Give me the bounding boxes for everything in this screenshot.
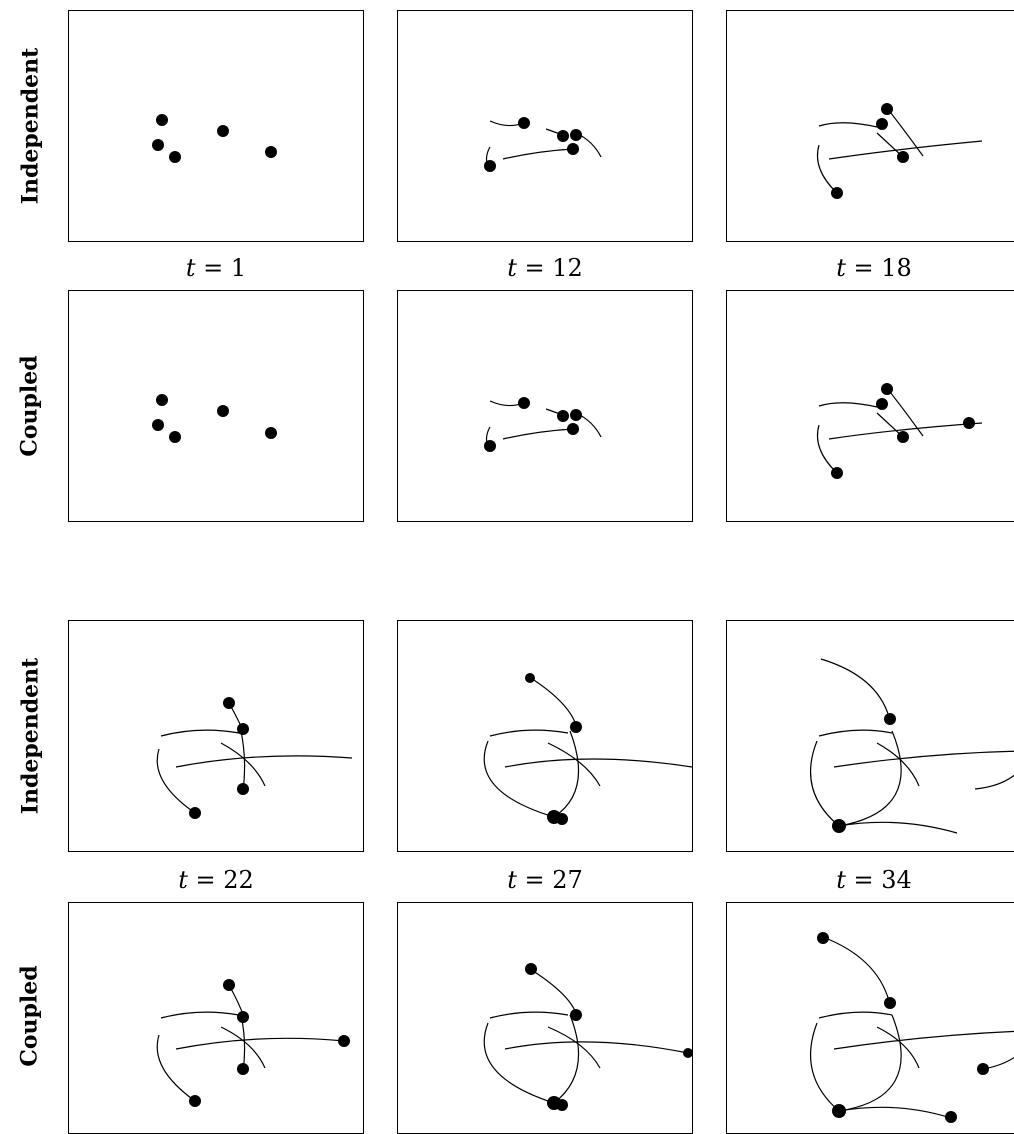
- panel-coupled-t18: [726, 290, 1014, 522]
- time-label-t34: t = 34: [836, 866, 912, 894]
- panel-independent-t1: [68, 10, 364, 242]
- time-label-t12: t = 12: [507, 254, 583, 282]
- tracking-frame: [484, 397, 602, 452]
- tracking-frame: [484, 117, 602, 172]
- panel-coupled-t27: [397, 902, 693, 1134]
- row-label-coupled-bottom: Coupled: [17, 965, 43, 1067]
- panel-independent-t18: [726, 10, 1014, 242]
- panel-independent-t27: [397, 620, 693, 852]
- tracking-frame: [816, 383, 983, 479]
- panel-coupled-t22: [68, 902, 364, 1134]
- time-label-t22: t = 22: [178, 866, 254, 894]
- tracking-frame: [816, 103, 983, 199]
- tracking-frame: [152, 394, 277, 443]
- tracking-frame: [483, 673, 692, 825]
- tracking-frame: [483, 963, 692, 1111]
- row-label-independent-top: Independent: [17, 47, 44, 205]
- row-label-independent-bottom: Independent: [17, 657, 44, 815]
- row-label-coupled-top: Coupled: [17, 355, 43, 457]
- panel-independent-t22: [68, 620, 364, 852]
- panel-independent-t12: [397, 10, 693, 242]
- tracking-frame: [156, 697, 353, 819]
- time-label-t1: t = 1: [185, 254, 247, 282]
- tracking-frame: [810, 658, 1014, 834]
- time-label-t27: t = 27: [507, 866, 583, 894]
- time-label-t18: t = 18: [836, 254, 912, 282]
- panel-coupled-t12: [397, 290, 693, 522]
- tracking-frame: [810, 932, 1014, 1123]
- panel-coupled-t1: [68, 290, 364, 522]
- tracking-frame: [152, 114, 277, 163]
- panel-independent-t34: [726, 620, 1014, 852]
- tracking-frame: [156, 979, 350, 1107]
- panel-coupled-t34: [726, 902, 1014, 1134]
